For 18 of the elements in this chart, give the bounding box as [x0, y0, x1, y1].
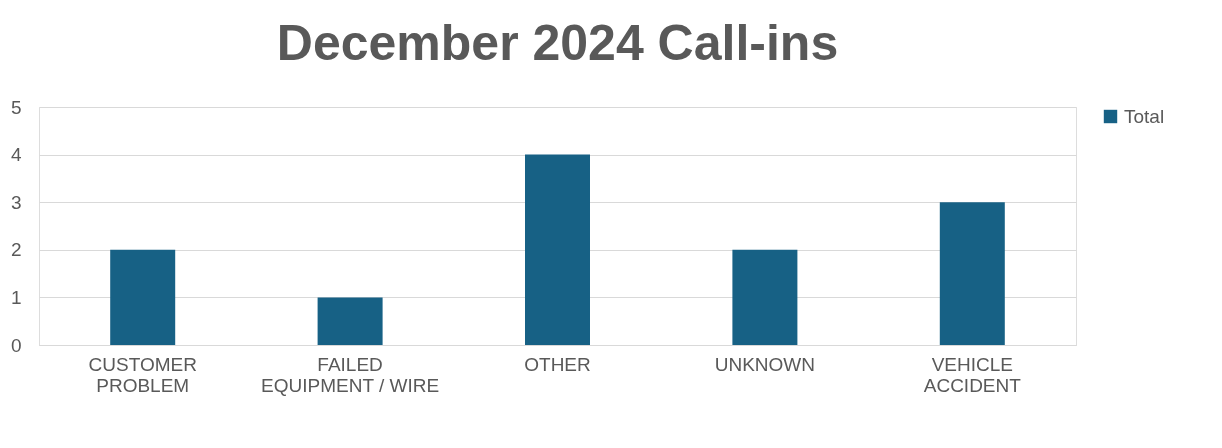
x-tick-label: FAILED EQUIPMENT / WIRE	[261, 353, 440, 396]
y-tick-label: 5	[10, 96, 22, 118]
legend-label: Total	[1124, 105, 1165, 127]
x-tick-label: UNKNOWN	[714, 353, 816, 375]
x-tick-label: VEHICLE ACCIDENT	[923, 353, 1022, 396]
y-tick-label: 2	[10, 239, 22, 261]
x-tick-label: OTHER	[524, 353, 591, 375]
y-tick-label: 1	[10, 286, 22, 308]
chart-title: December 2024 Call-ins	[276, 15, 839, 71]
y-tick-label: 0	[10, 334, 22, 356]
x-tick-label: CUSTOMER PROBLEM	[88, 353, 197, 396]
bar	[317, 297, 383, 345]
y-tick-label: 3	[10, 191, 22, 213]
bar	[525, 154, 590, 345]
bar	[939, 202, 1005, 345]
bar	[110, 249, 176, 345]
bar	[732, 249, 798, 345]
y-tick-label: 4	[10, 144, 22, 166]
